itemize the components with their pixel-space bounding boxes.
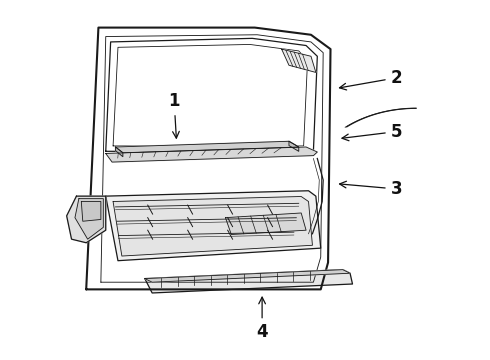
Polygon shape (106, 191, 321, 261)
Polygon shape (145, 270, 352, 293)
Polygon shape (116, 147, 123, 157)
Polygon shape (113, 197, 313, 256)
Polygon shape (282, 49, 316, 72)
Polygon shape (67, 196, 106, 243)
Text: 4: 4 (256, 297, 268, 341)
Text: 2: 2 (340, 69, 402, 90)
Text: 3: 3 (340, 180, 402, 198)
Polygon shape (75, 199, 103, 239)
Polygon shape (106, 147, 318, 162)
Polygon shape (116, 141, 299, 153)
Text: 1: 1 (169, 92, 180, 138)
Polygon shape (225, 213, 306, 234)
Polygon shape (289, 141, 299, 151)
Polygon shape (145, 270, 350, 282)
Text: 5: 5 (342, 123, 402, 141)
Polygon shape (81, 202, 101, 221)
